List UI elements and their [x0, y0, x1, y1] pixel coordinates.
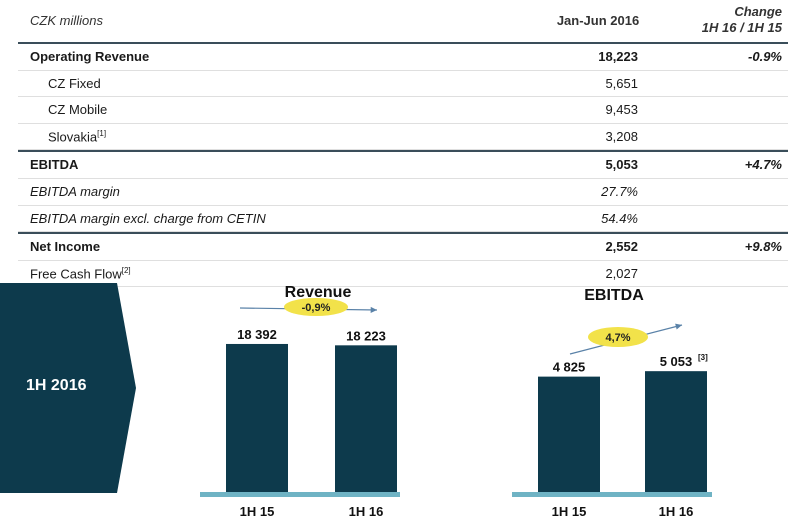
table-row-free-cash-flow: Free Cash Flow[2] 2,027	[18, 261, 788, 288]
table-row-ebitda: EBITDA 5,053 +4.7%	[18, 150, 788, 179]
row-label-text: Slovakia	[48, 129, 98, 145]
chart-title: EBITDA	[584, 287, 644, 304]
row-value: 3,208	[605, 128, 638, 144]
row-label: CZ Fixed	[48, 75, 101, 91]
period-badge-label: 1H 2016	[26, 377, 87, 394]
category-label: 1H 16	[349, 504, 384, 519]
row-value: 5,053	[605, 157, 638, 173]
row-label: EBITDA margin	[30, 183, 120, 199]
change-header-line1: Change	[734, 4, 782, 19]
bar-revenue-0	[226, 343, 288, 492]
table-row-ebitda-margin-excl: EBITDA margin excl. charge from CETIN 54…	[18, 206, 788, 233]
row-label: EBITDA	[30, 157, 79, 173]
table-row-cz-mobile: CZ Mobile 9,453	[18, 97, 788, 124]
row-label-text: Free Cash Flow	[30, 266, 122, 282]
period-chevron: 1H 2016	[0, 283, 136, 493]
change-badge	[588, 327, 648, 347]
change-badge-label: 4,7%	[605, 332, 630, 344]
data-label: 18 223	[346, 328, 386, 343]
trend-arrow-line	[239, 307, 378, 311]
change-badge-label: -0,9%	[302, 302, 331, 314]
category-label: 1H 15	[240, 504, 275, 519]
row-value: 54.4%	[601, 210, 638, 226]
row-value: 27.7%	[601, 183, 638, 199]
row-value: 2,027	[605, 265, 638, 281]
table-header: CZK millions Jan-Jun 2016 Change 1H 16 /…	[18, 0, 788, 44]
trend-arrow-line	[569, 324, 683, 355]
table-row-ebitda-margin: EBITDA margin 27.7%	[18, 179, 788, 206]
row-label: EBITDA margin excl. charge from CETIN	[30, 210, 266, 226]
table-row-slovakia: Slovakia[1] 3,208	[18, 124, 788, 151]
row-value: 2,552	[605, 239, 638, 255]
row-label: Free Cash Flow[2]	[30, 266, 131, 281]
category-label: 1H 16	[659, 504, 694, 519]
period-header: Jan-Jun 2016	[556, 13, 640, 28]
row-change: -0.9%	[748, 49, 782, 64]
change-badge	[284, 298, 348, 316]
row-label: CZ Mobile	[48, 102, 108, 118]
row-value: 18,223	[598, 49, 638, 64]
footnote-marker: [1]	[97, 128, 107, 138]
arrow-head-icon	[675, 323, 682, 330]
row-label: Net Income	[30, 239, 101, 255]
row-value: 9,453	[605, 102, 638, 118]
table-row-operating-revenue: Operating Revenue 18,223 -0.9%	[18, 44, 788, 71]
units-label: CZK millions	[30, 13, 103, 28]
change-header: Change 1H 16 / 1H 15	[702, 4, 782, 36]
category-label: 1H 15	[552, 504, 587, 519]
bar-ebitda-0	[538, 376, 600, 492]
table-row-net-income: Net Income 2,552 +9.8%	[18, 232, 788, 261]
row-label: Operating Revenue	[30, 49, 150, 64]
footnote-marker: [2]	[121, 265, 131, 275]
data-label: 4 825	[553, 360, 586, 375]
row-value: 5,651	[605, 75, 638, 91]
bar-revenue-1	[335, 345, 397, 492]
data-label: 18 392	[237, 327, 277, 342]
arrow-head-icon	[370, 306, 377, 313]
data-label: 5 053	[660, 354, 693, 369]
chart-baseline	[512, 492, 712, 497]
row-change: +9.8%	[744, 239, 782, 255]
change-header-line2: 1H 16 / 1H 15	[701, 20, 782, 35]
table-row-cz-fixed: CZ Fixed 5,651	[18, 71, 788, 98]
financial-table: CZK millions Jan-Jun 2016 Change 1H 16 /…	[18, 0, 788, 288]
chart-baseline	[200, 492, 400, 497]
bar-ebitda-1	[645, 371, 707, 492]
data-label-footnote: [3]	[698, 353, 708, 362]
row-change: +4.7%	[744, 157, 782, 173]
row-label: Slovakia[1]	[48, 129, 106, 144]
